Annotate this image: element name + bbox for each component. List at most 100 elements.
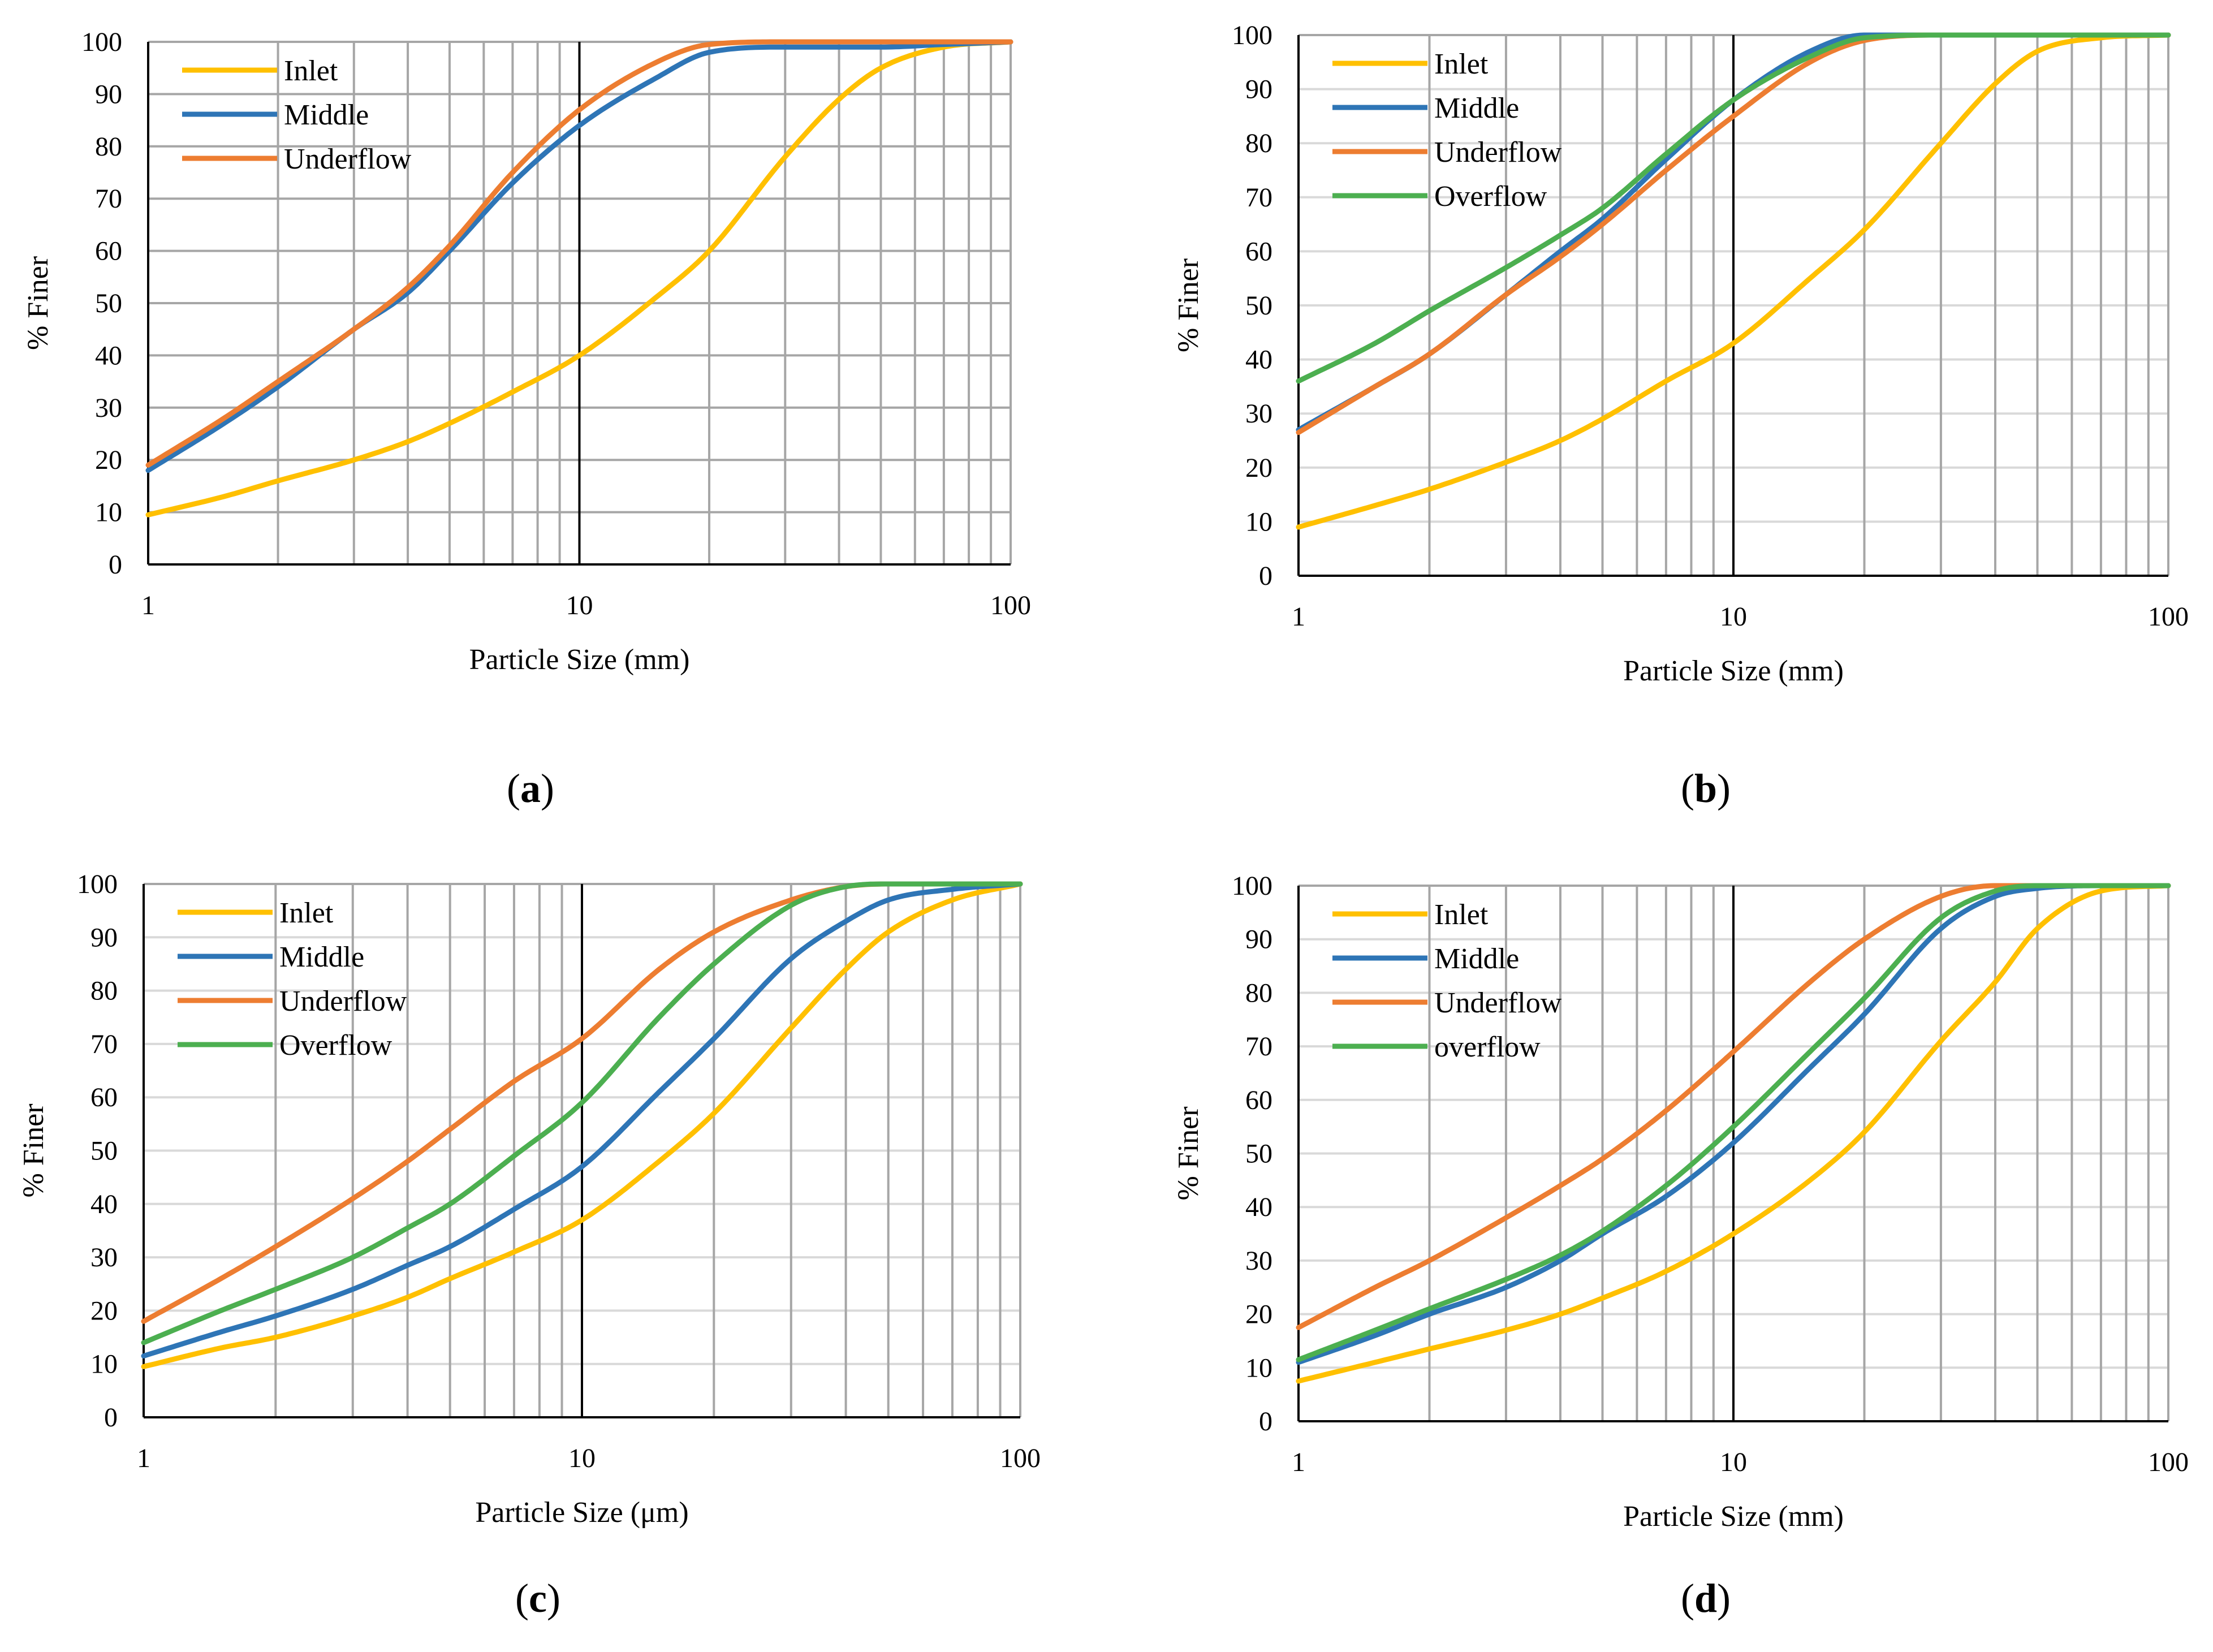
y-axis-title: % Finer	[18, 1103, 50, 1197]
x-tick-label: 1	[1292, 1447, 1305, 1477]
y-tick-label: 90	[90, 922, 118, 952]
legend-entry: Inlet	[1434, 48, 1489, 80]
series-line-middle	[1296, 883, 2171, 1365]
y-tick-label: 100	[1232, 20, 1272, 50]
legend-entry: Middle	[279, 941, 364, 973]
y-tick-label: 10	[1245, 1353, 1272, 1383]
y-tick-label: 90	[1245, 925, 1272, 955]
x-tick-label: 10	[566, 590, 593, 620]
series-line-inlet	[1296, 883, 2171, 1384]
y-tick-label: 70	[1245, 183, 1272, 213]
y-tick-label: 20	[95, 445, 122, 475]
y-tick-label: 10	[1245, 507, 1272, 537]
series-line-overflow	[141, 881, 1023, 1345]
panel-caption: (a)	[507, 766, 554, 811]
y-axis-title: % Finer	[1172, 258, 1205, 352]
y-tick-label: 70	[95, 184, 122, 214]
y-tick-label: 60	[90, 1082, 118, 1112]
series-line-middle	[141, 881, 1023, 1359]
legend-entry: overflow	[1434, 1031, 1541, 1063]
x-tick-label: 100	[990, 590, 1031, 620]
y-tick-label: 90	[95, 79, 122, 109]
legend-entry: Overflow	[279, 1029, 392, 1062]
y-tick-label: 20	[1245, 453, 1272, 483]
y-tick-label: 20	[1245, 1300, 1272, 1330]
x-tick-label: 100	[1000, 1443, 1041, 1473]
y-axis-title: % Finer	[22, 256, 54, 350]
panel-letter: a	[520, 766, 541, 811]
x-axis-title: Particle Size (mm)	[469, 644, 690, 676]
y-tick-label: 50	[1245, 291, 1272, 321]
y-tick-label: 100	[81, 27, 122, 57]
y-tick-label: 10	[90, 1349, 118, 1379]
y-tick-label: 50	[95, 288, 122, 318]
y-axis-title: % Finer	[1172, 1106, 1205, 1200]
y-tick-label: 80	[1245, 128, 1272, 158]
x-tick-label: 1	[1292, 602, 1305, 632]
series-line-inlet	[141, 881, 1023, 1369]
y-tick-label: 80	[1245, 978, 1272, 1008]
series-line-inlet	[145, 39, 1013, 517]
legend-entry: Overflow	[1434, 180, 1547, 213]
x-axis-title: Particle Size (mm)	[1623, 1500, 1844, 1533]
series-line-overflow	[1296, 32, 2171, 384]
panel-caption: (c)	[515, 1576, 560, 1621]
y-tick-label: 30	[1245, 399, 1272, 429]
y-tick-label: 0	[1259, 1407, 1272, 1437]
legend-entry: Middle	[284, 99, 369, 131]
x-tick-label: 10	[1720, 602, 1747, 632]
y-tick-label: 0	[104, 1403, 118, 1433]
x-tick-label: 10	[568, 1443, 596, 1473]
y-tick-label: 30	[90, 1243, 118, 1273]
x-tick-label: 10	[1720, 1447, 1747, 1477]
x-axis-title: Particle Size (mm)	[1623, 655, 1844, 687]
panel-caption: (d)	[1681, 1576, 1731, 1621]
legend-entry: Underflow	[1434, 136, 1562, 169]
panel-letter: d	[1694, 1576, 1717, 1621]
panel-letter: c	[529, 1576, 547, 1621]
legend: Inlet Middle Underflow Overflow	[178, 897, 407, 1062]
y-tick-label: 30	[1245, 1246, 1272, 1276]
legend-entry: Inlet	[279, 897, 334, 929]
x-tick-label: 1	[137, 1443, 150, 1473]
x-tick-label: 1	[141, 590, 155, 620]
y-tick-label: 60	[1245, 236, 1272, 266]
legend-entry: Underflow	[1434, 987, 1562, 1019]
y-tick-label: 80	[95, 132, 122, 162]
legend-entry: Underflow	[279, 985, 407, 1017]
panel-caption: (b)	[1681, 766, 1731, 811]
series-line-inlet	[1296, 32, 2171, 530]
series-line-middle	[145, 39, 1013, 473]
y-tick-label: 20	[90, 1296, 118, 1326]
y-tick-label: 80	[90, 976, 118, 1006]
legend-entry: Middle	[1434, 92, 1519, 124]
series-line-underflow	[145, 39, 1013, 468]
y-tick-label: 10	[95, 498, 122, 528]
y-tick-label: 0	[109, 550, 122, 580]
y-tick-label: 40	[1245, 1192, 1272, 1222]
y-tick-label: 70	[1245, 1032, 1272, 1062]
y-tick-label: 60	[1245, 1085, 1272, 1115]
y-tick-label: 0	[1259, 561, 1272, 591]
y-tick-label: 40	[90, 1189, 118, 1219]
legend-entry: Inlet	[1434, 899, 1489, 931]
y-tick-label: 60	[95, 236, 122, 266]
y-tick-label: 90	[1245, 75, 1272, 105]
y-tick-label: 50	[90, 1136, 118, 1166]
y-tick-label: 30	[95, 393, 122, 423]
x-tick-label: 100	[2148, 602, 2189, 632]
legend-entry: Underflow	[284, 143, 412, 175]
legend-entry: Middle	[1434, 943, 1519, 975]
y-tick-label: 40	[1245, 345, 1272, 375]
legend: Inlet Middle Underflow overflow	[1332, 899, 1562, 1063]
y-tick-label: 100	[77, 869, 118, 899]
y-tick-label: 70	[90, 1029, 118, 1059]
y-tick-label: 40	[95, 340, 122, 370]
legend: Inlet Middle Underflow	[182, 55, 412, 175]
series-line-overflow	[1296, 883, 2171, 1362]
